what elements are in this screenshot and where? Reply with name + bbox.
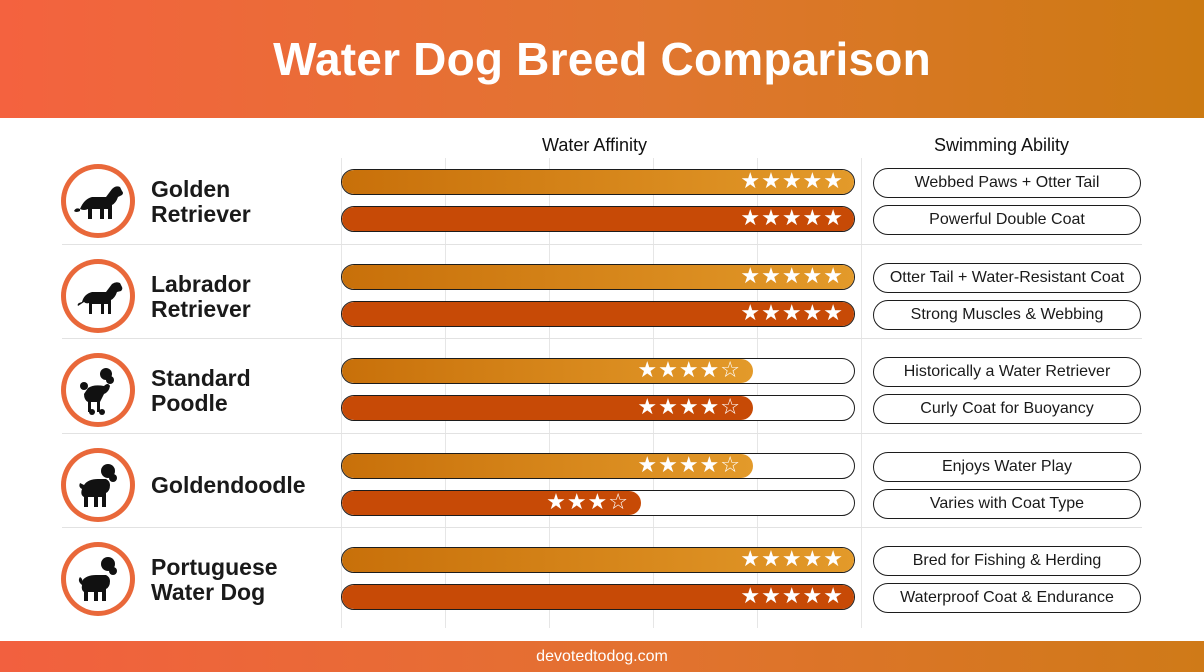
bar-fill: ★★★☆ bbox=[342, 489, 641, 515]
trait-pill: Bred for Fishing & Herding bbox=[873, 546, 1141, 576]
bar-fill: ★★★★★ bbox=[342, 206, 854, 231]
column-title-affinity: Water Affinity bbox=[542, 135, 648, 155]
grid-line bbox=[341, 158, 342, 628]
trait-pill: Powerful Double Coat bbox=[873, 205, 1141, 235]
breed-name-line2: Water Dog bbox=[151, 579, 266, 605]
breed-name: Golden Retriever bbox=[151, 177, 331, 227]
bar-fill: ★★★★★ bbox=[342, 169, 854, 194]
breed-name-line1: Standard bbox=[151, 365, 251, 391]
grid-line bbox=[549, 158, 550, 628]
labrador-retriever-icon bbox=[66, 263, 130, 328]
footer-banner: devotedtodog.com bbox=[0, 641, 1204, 672]
breed-name-line1: Labrador bbox=[151, 270, 251, 297]
affinity-bar: ★★★★☆ bbox=[341, 358, 855, 384]
trait-pill: Curly Coat for Buoyancy bbox=[873, 394, 1141, 424]
bar-fill: ★★★★☆ bbox=[342, 359, 753, 383]
portuguese-water-dog-icon bbox=[66, 547, 130, 611]
header-banner: Water Dog Breed Comparison bbox=[0, 0, 1204, 118]
bar-fill: ★★★★★ bbox=[342, 300, 854, 326]
trait-pill: Otter Tail + Water-Resistant Coat bbox=[873, 262, 1141, 293]
swimming-bar: ★★★★★ bbox=[341, 300, 855, 327]
bar-fill: ★★★★★ bbox=[342, 263, 854, 289]
affinity-bar: ★★★★★ bbox=[341, 547, 855, 573]
breed-name: Standard Poodle bbox=[151, 366, 331, 416]
bar-fill: ★★★★☆ bbox=[342, 452, 753, 478]
row-separator bbox=[62, 432, 1142, 434]
swimming-bar: ★★★★☆ bbox=[341, 395, 855, 421]
grid-line bbox=[653, 158, 654, 628]
breed-name-line2: Retriever bbox=[151, 295, 251, 322]
trait-pill: Enjoys Water Play bbox=[873, 451, 1141, 482]
star-rating: ★★★★★ bbox=[740, 169, 844, 194]
star-rating: ★★★★★ bbox=[740, 547, 844, 572]
swimming-bar: ★★★☆ bbox=[341, 489, 855, 516]
star-rating: ★★★★★ bbox=[740, 300, 844, 326]
breed-name-line1: Goldendoodle bbox=[151, 471, 306, 498]
trait-pill: Waterproof Coat & Endurance bbox=[873, 583, 1141, 613]
bar-fill: ★★★★☆ bbox=[342, 396, 753, 420]
star-rating: ★★★★☆ bbox=[637, 452, 741, 478]
star-rating: ★★★★☆ bbox=[637, 358, 741, 383]
bar-fill: ★★★★★ bbox=[342, 584, 854, 609]
affinity-bar: ★★★★★ bbox=[341, 169, 855, 195]
goldendoodle-icon bbox=[66, 452, 130, 517]
golden-retriever-icon bbox=[66, 169, 130, 233]
page-title: Water Dog Breed Comparison bbox=[273, 33, 931, 85]
grid-line bbox=[445, 158, 446, 628]
trait-pill: Webbed Paws + Otter Tail bbox=[873, 168, 1141, 198]
affinity-bar: ★★★★★ bbox=[341, 263, 855, 290]
star-rating: ★★★★★ bbox=[740, 584, 844, 609]
grid-line bbox=[861, 158, 862, 628]
grid-line bbox=[757, 158, 758, 628]
star-rating: ★★★☆ bbox=[546, 489, 629, 515]
star-rating: ★★★★★ bbox=[740, 263, 844, 289]
star-rating: ★★★★★ bbox=[740, 206, 844, 231]
swimming-bar: ★★★★★ bbox=[341, 206, 855, 232]
trait-pill: Strong Muscles & Webbing bbox=[873, 299, 1141, 330]
breed-name-line1: Golden bbox=[151, 176, 231, 202]
column-title-swimming: Swimming Ability bbox=[934, 135, 1070, 155]
breed-name-line2: Retriever bbox=[151, 201, 251, 227]
breed-name: Labrador Retriever bbox=[151, 270, 331, 322]
poodle-icon bbox=[66, 358, 130, 422]
breed-name: Portuguese Water Dog bbox=[151, 555, 331, 605]
row-separator bbox=[62, 527, 1142, 528]
trait-pill: Varies with Coat Type bbox=[873, 488, 1141, 519]
breed-name-line2: Poodle bbox=[151, 390, 228, 416]
bar-fill: ★★★★★ bbox=[342, 547, 854, 572]
affinity-bar: ★★★★☆ bbox=[341, 452, 855, 479]
swimming-bar: ★★★★★ bbox=[341, 584, 855, 610]
breed-name-line1: Portuguese bbox=[151, 554, 278, 580]
breed-name: Goldendoodle bbox=[151, 471, 331, 498]
star-rating: ★★★★☆ bbox=[637, 395, 741, 420]
footer-site-name: devotedtodog.com bbox=[536, 647, 668, 665]
row-separator bbox=[62, 338, 1142, 339]
row-separator bbox=[62, 243, 1142, 245]
trait-pill: Historically a Water Retriever bbox=[873, 357, 1141, 387]
